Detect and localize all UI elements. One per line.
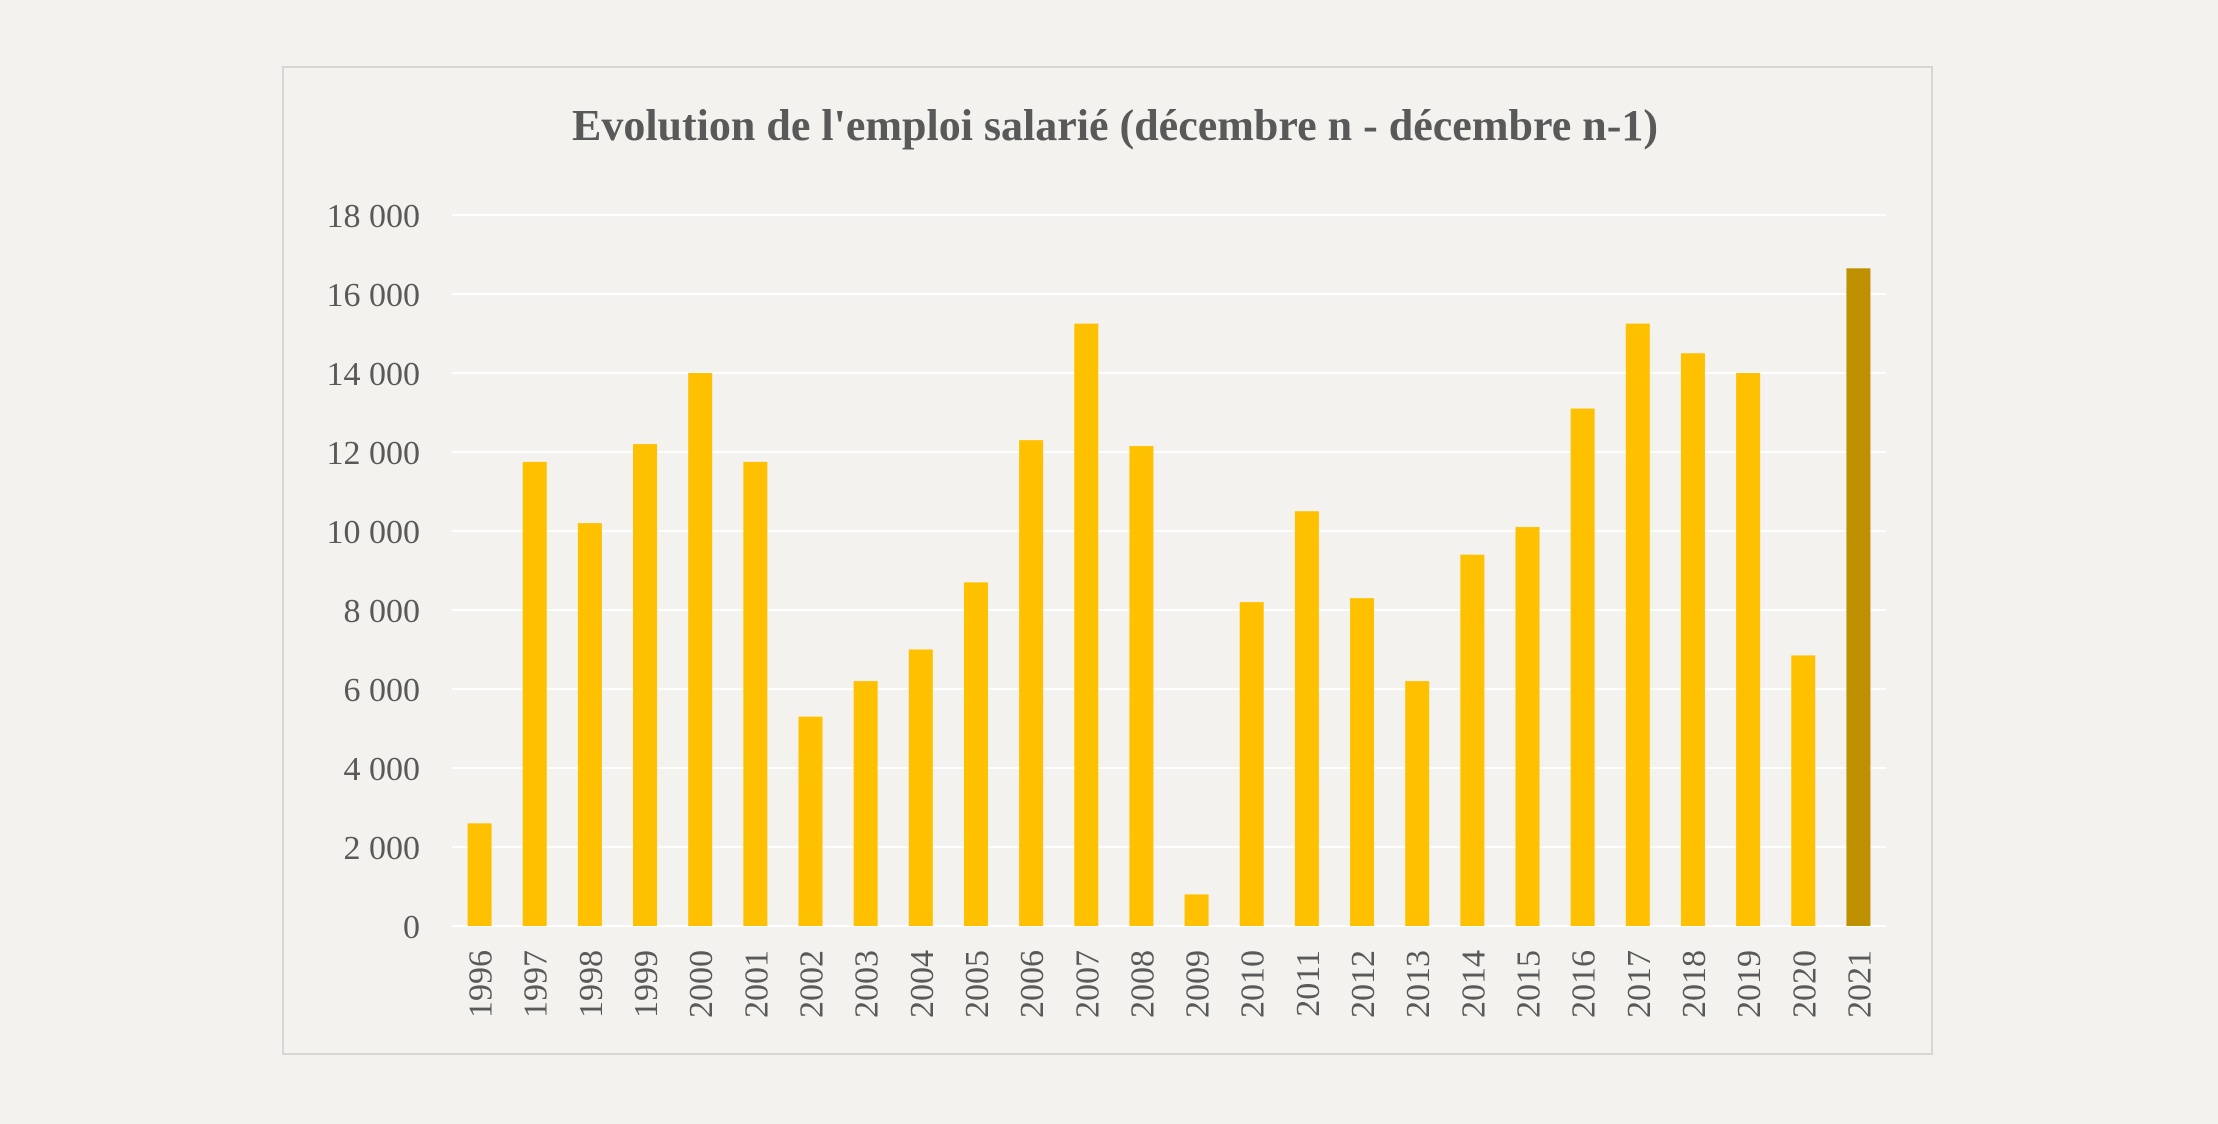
bar-2014 <box>1460 554 1485 926</box>
bar-2009 <box>1184 894 1209 926</box>
y-tick-label: 2 000 <box>344 830 421 867</box>
bar-2018 <box>1680 353 1705 926</box>
bar-2021 <box>1846 268 1871 926</box>
x-tick-label: 1996 <box>463 950 500 1018</box>
x-tick-label: 2017 <box>1621 950 1658 1018</box>
x-tick-label: 2002 <box>794 950 831 1018</box>
gridlines <box>452 214 1886 927</box>
x-tick-label: 2013 <box>1400 950 1437 1018</box>
y-tick-label: 0 <box>403 909 420 946</box>
bar-2016 <box>1570 408 1595 926</box>
x-tick-label: 2006 <box>1014 950 1051 1018</box>
bar-1999 <box>633 444 658 926</box>
x-tick-label: 1997 <box>518 950 555 1018</box>
y-tick-label: 10 000 <box>327 514 421 551</box>
y-tick-label: 4 000 <box>344 751 421 788</box>
x-tick-label: 2019 <box>1731 950 1768 1018</box>
x-tick-label: 2001 <box>738 950 775 1018</box>
x-tick-label: 1999 <box>628 950 665 1018</box>
x-tick-label: 2010 <box>1235 950 1272 1018</box>
bar-2005 <box>963 582 988 926</box>
bar-2019 <box>1736 373 1761 926</box>
x-tick-label: 2018 <box>1676 950 1713 1018</box>
chart-title: Evolution de l'emploi salarié (décembre … <box>571 101 1658 150</box>
x-tick-label: 2015 <box>1511 950 1548 1018</box>
x-tick-label: 2004 <box>904 950 941 1018</box>
bar-2003 <box>853 681 878 926</box>
bar-2007 <box>1074 323 1099 926</box>
y-axis-tick-labels: 0 2 000 4 000 6 000 8 000 10 000 12 000 14 000 1… <box>327 198 421 946</box>
bar-2015 <box>1515 527 1540 926</box>
bar-2020 <box>1791 655 1816 926</box>
bar-1997 <box>522 461 547 926</box>
bar-2004 <box>908 649 933 926</box>
bar-2006 <box>1019 440 1044 926</box>
bar-2002 <box>798 716 823 926</box>
x-tick-label: 2012 <box>1345 950 1382 1018</box>
bar-2008 <box>1129 446 1154 926</box>
bar-1996 <box>467 823 492 926</box>
x-tick-label: 2020 <box>1786 950 1823 1018</box>
x-tick-label: 1998 <box>573 950 610 1018</box>
x-axis-tick-labels: 1996 1997 1998 1999 2000 2001 2002 2003 2004 2005… <box>463 950 1879 1018</box>
x-tick-label: 2016 <box>1566 950 1603 1018</box>
x-tick-label: 2011 <box>1290 950 1327 1017</box>
x-tick-label: 2014 <box>1455 950 1492 1018</box>
x-tick-label: 2008 <box>1124 950 1161 1018</box>
y-tick-label: 18 000 <box>327 198 421 235</box>
bar-2000 <box>688 373 713 926</box>
bar-1998 <box>577 523 602 926</box>
y-tick-label: 8 000 <box>344 593 421 630</box>
y-tick-label: 14 000 <box>327 356 421 393</box>
x-tick-label: 2005 <box>959 950 996 1018</box>
y-tick-label: 16 000 <box>327 277 421 314</box>
x-tick-label: 2007 <box>1069 950 1106 1018</box>
bars <box>467 268 1871 926</box>
bar-2017 <box>1625 323 1650 926</box>
bar-2011 <box>1294 511 1319 926</box>
bar-2001 <box>743 461 768 926</box>
x-tick-label: 2009 <box>1180 950 1217 1018</box>
x-tick-label: 2000 <box>683 950 720 1018</box>
y-tick-label: 12 000 <box>327 435 421 472</box>
bar-2013 <box>1405 681 1430 926</box>
bar-2010 <box>1239 602 1264 926</box>
x-tick-label: 2021 <box>1841 950 1878 1018</box>
y-tick-label: 6 000 <box>344 672 421 709</box>
x-tick-label: 2003 <box>849 950 886 1018</box>
bar-2012 <box>1350 598 1375 926</box>
chart-frame <box>282 66 1933 1055</box>
